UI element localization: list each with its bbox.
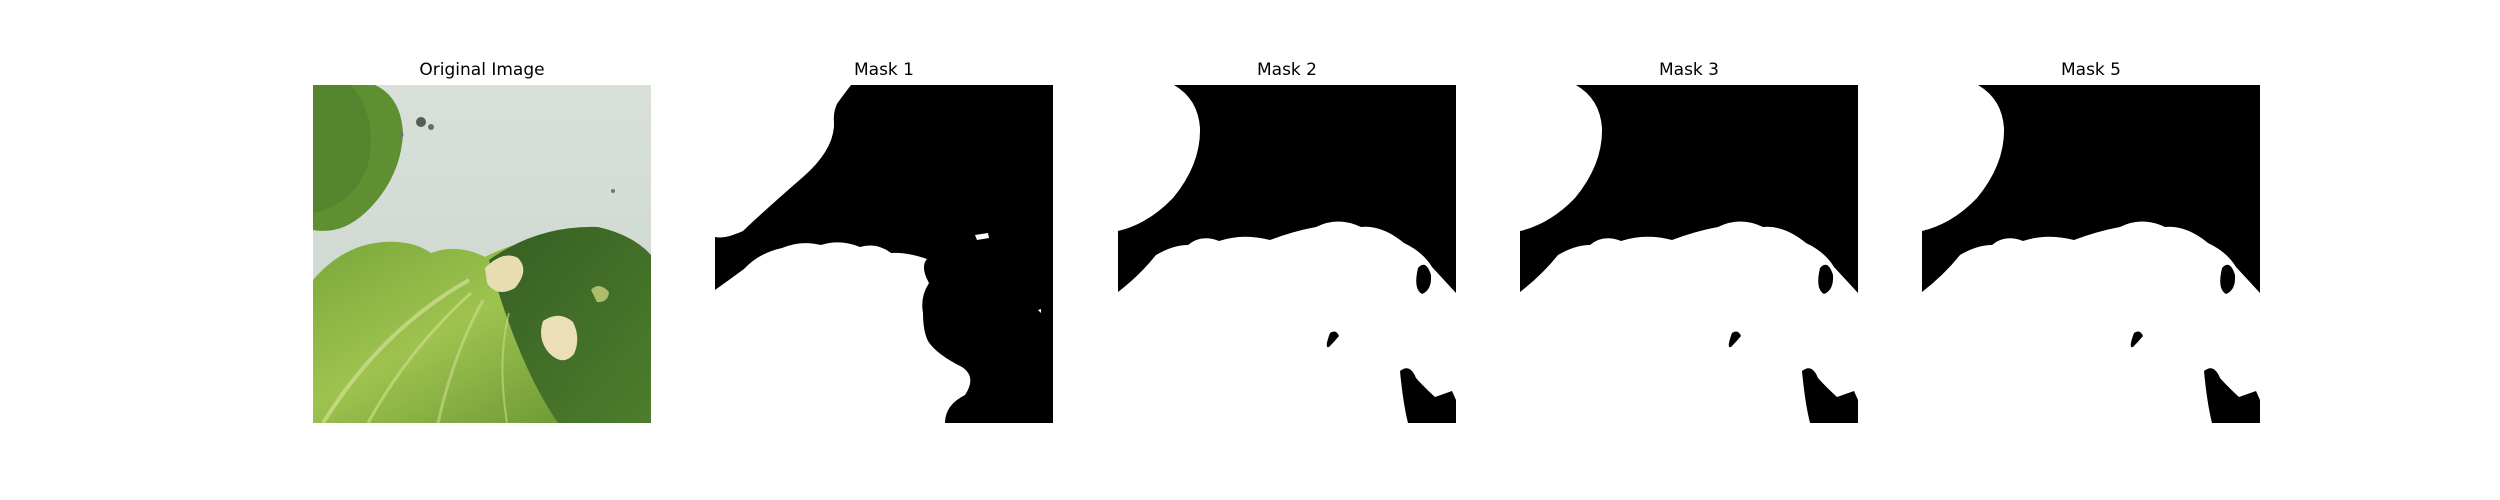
mask-5-image bbox=[1922, 85, 2260, 423]
mask-2-image bbox=[1118, 85, 1456, 423]
mask-1-title: Mask 1 bbox=[853, 60, 914, 80]
original-image-title: Original Image bbox=[419, 60, 545, 80]
mask-3-title: Mask 3 bbox=[1658, 60, 1719, 80]
mask-1-image bbox=[715, 85, 1053, 423]
mask-2-panel: Mask 2 bbox=[1118, 58, 1456, 423]
mask-1-panel: Mask 1 bbox=[715, 58, 1053, 423]
mask-3-image bbox=[1520, 85, 1858, 423]
mask-2-title: Mask 2 bbox=[1256, 60, 1317, 80]
original-leaf-photo bbox=[313, 85, 651, 423]
mask-3-panel: Mask 3 bbox=[1520, 58, 1858, 423]
original-image-panel: Original Image bbox=[313, 58, 651, 423]
mask-5-title: Mask 5 bbox=[2060, 60, 2121, 80]
mask-5-panel: Mask 5 bbox=[1922, 58, 2260, 423]
